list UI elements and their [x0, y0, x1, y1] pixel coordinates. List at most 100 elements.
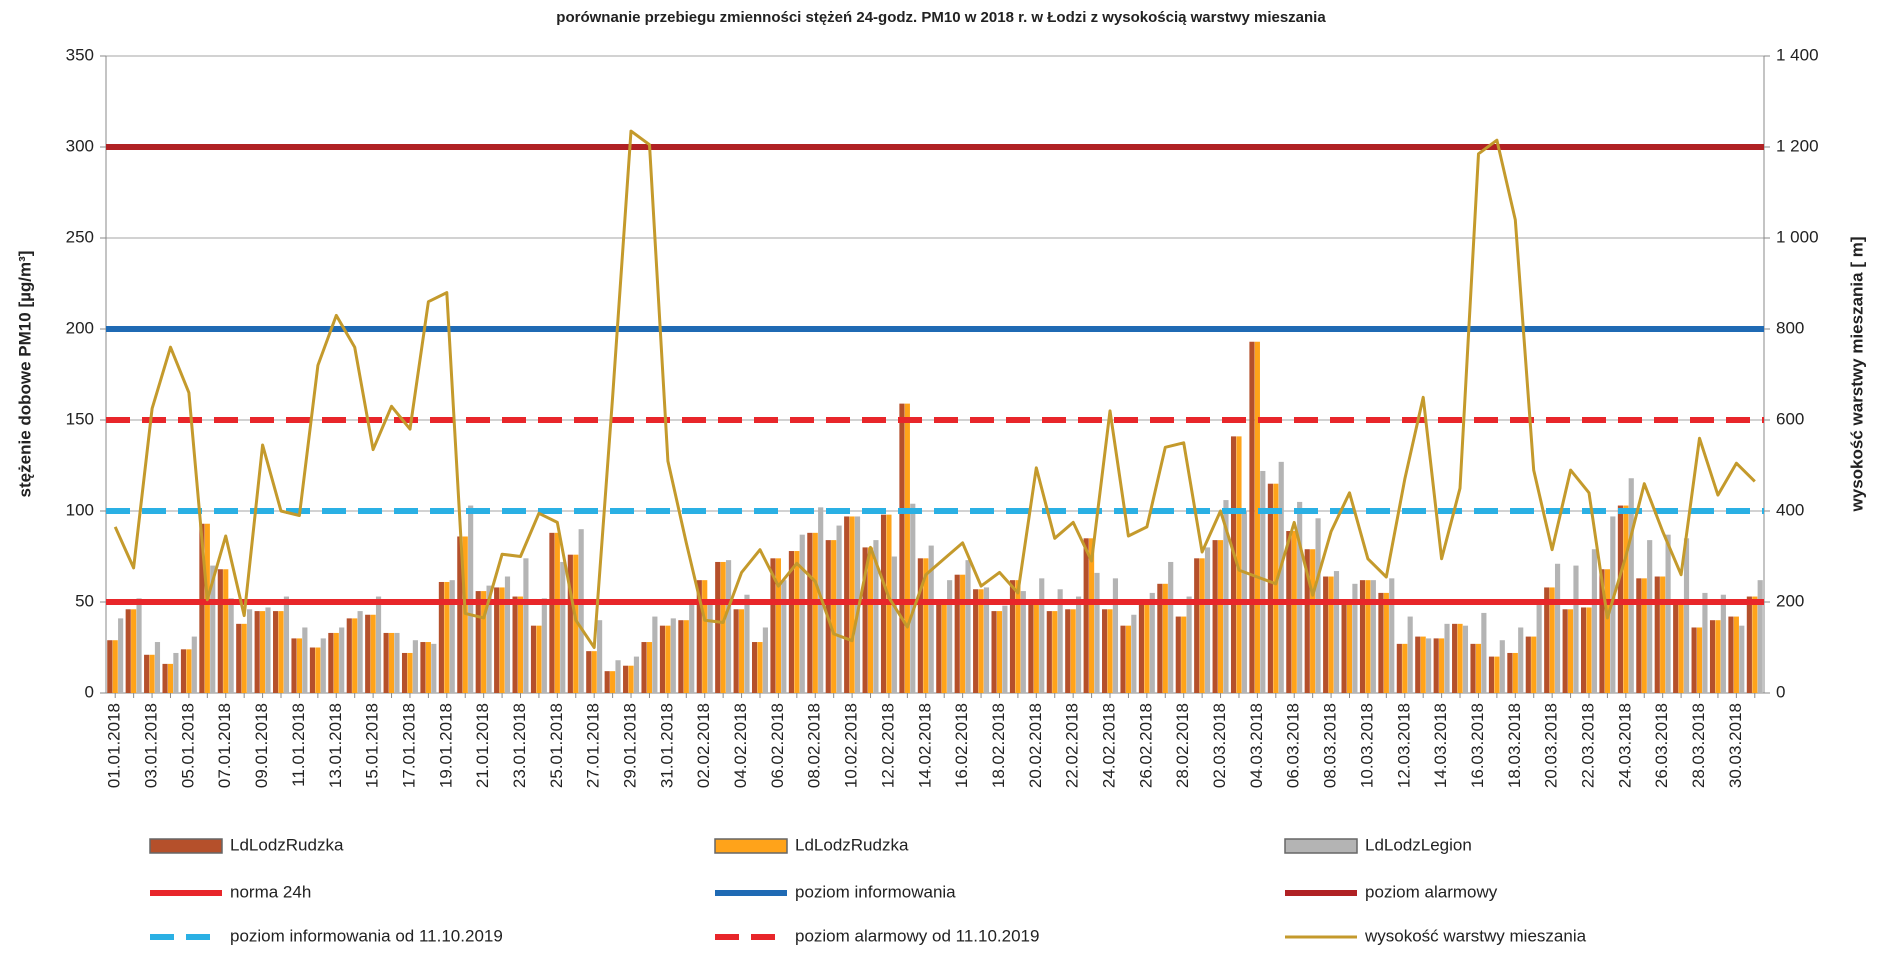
- y2-tick-label: 400: [1776, 500, 1804, 519]
- bar: [167, 663, 174, 693]
- x-tick-label: 31.01.2018: [657, 703, 676, 788]
- bar: [960, 574, 966, 693]
- bar: [523, 558, 529, 693]
- y2-axis-title: wysokość warstwy mieszania [ m]: [1847, 237, 1866, 513]
- bar: [899, 403, 905, 693]
- bar: [1383, 592, 1389, 693]
- bar: [499, 587, 505, 693]
- x-tick-label: 14.03.2018: [1431, 703, 1450, 788]
- bar: [265, 607, 271, 693]
- y-tick-label: 300: [66, 136, 94, 155]
- bar: [1149, 592, 1155, 693]
- bar: [1481, 612, 1487, 693]
- bar: [597, 620, 603, 693]
- bar: [125, 609, 131, 693]
- bar: [412, 640, 418, 693]
- bar: [1475, 643, 1482, 693]
- bar: [333, 632, 339, 693]
- bar: [1678, 602, 1684, 693]
- bar: [683, 620, 689, 693]
- x-tick-label: 04.03.2018: [1247, 703, 1266, 788]
- bar: [1359, 580, 1366, 693]
- y-tick-label: 350: [66, 45, 94, 64]
- x-tick-label: 07.01.2018: [215, 703, 234, 788]
- bar: [425, 642, 431, 693]
- bar: [1199, 558, 1205, 693]
- bar: [247, 609, 253, 693]
- bar: [1291, 531, 1297, 693]
- x-tick-label: 01.01.2018: [105, 703, 124, 788]
- x-tick-label: 17.01.2018: [399, 703, 418, 788]
- bar: [831, 540, 837, 693]
- bar: [1323, 576, 1329, 693]
- bar: [702, 580, 708, 693]
- bar: [707, 602, 713, 693]
- bar: [1131, 614, 1137, 693]
- bar: [1076, 596, 1082, 693]
- bar: [223, 569, 229, 693]
- x-tick-label: 18.03.2018: [1505, 703, 1524, 788]
- bar: [420, 642, 426, 693]
- bar: [517, 596, 524, 693]
- bar: [941, 602, 947, 693]
- bar: [991, 611, 997, 693]
- legend-label: LdLodzRudzka: [230, 835, 344, 854]
- bar: [720, 561, 726, 693]
- bar: [1028, 602, 1034, 693]
- bar: [1591, 549, 1597, 693]
- bar: [370, 614, 376, 693]
- bar: [1586, 607, 1592, 693]
- bar: [283, 596, 290, 693]
- bar: [278, 611, 284, 693]
- bar: [1488, 656, 1495, 693]
- legend-label: LdLodzLegion: [1365, 835, 1472, 854]
- bar: [494, 587, 500, 693]
- y-axis-title: stężenie dobowe PM10 [µg/m³]: [15, 251, 34, 498]
- x-tick-label: 28.02.2018: [1173, 703, 1192, 788]
- bar: [1739, 625, 1745, 693]
- bar: [536, 625, 542, 693]
- bar: [1628, 478, 1634, 693]
- x-tick-label: 23.01.2018: [510, 703, 529, 788]
- bar: [1286, 531, 1292, 693]
- bar: [1439, 638, 1445, 693]
- bar: [610, 671, 616, 693]
- bar: [512, 596, 518, 693]
- bar: [180, 649, 187, 693]
- bar: [836, 525, 842, 693]
- bar: [1531, 636, 1537, 693]
- bar: [346, 618, 352, 693]
- x-tick-label: 26.02.2018: [1136, 703, 1155, 788]
- x-tick-label: 08.02.2018: [805, 703, 824, 788]
- bar: [1365, 580, 1371, 693]
- bar: [1039, 578, 1045, 693]
- bar: [273, 611, 279, 693]
- x-tick-label: 27.01.2018: [584, 703, 603, 788]
- y-tick-label: 100: [66, 500, 94, 519]
- bar: [1065, 609, 1071, 693]
- x-tick-label: 02.02.2018: [694, 703, 713, 788]
- bar: [615, 660, 621, 693]
- bar: [1273, 483, 1279, 693]
- bar: [1015, 580, 1021, 693]
- bar: [738, 609, 745, 693]
- mixing-height-line: [113, 129, 1756, 649]
- bar: [504, 576, 511, 693]
- bar: [1204, 547, 1211, 693]
- bar: [1297, 501, 1303, 693]
- bar: [1573, 565, 1579, 693]
- bar: [241, 623, 247, 693]
- bar: [1328, 576, 1334, 693]
- x-tick-label: 30.03.2018: [1726, 703, 1745, 788]
- bar: [541, 598, 547, 693]
- bar: [136, 598, 142, 693]
- bar: [1333, 571, 1340, 693]
- bar: [1254, 341, 1260, 693]
- bar: [1641, 578, 1647, 693]
- bar: [296, 638, 303, 693]
- bar: [794, 551, 800, 693]
- bar: [1378, 592, 1384, 693]
- legend-swatch: [149, 838, 223, 854]
- bar: [228, 598, 234, 693]
